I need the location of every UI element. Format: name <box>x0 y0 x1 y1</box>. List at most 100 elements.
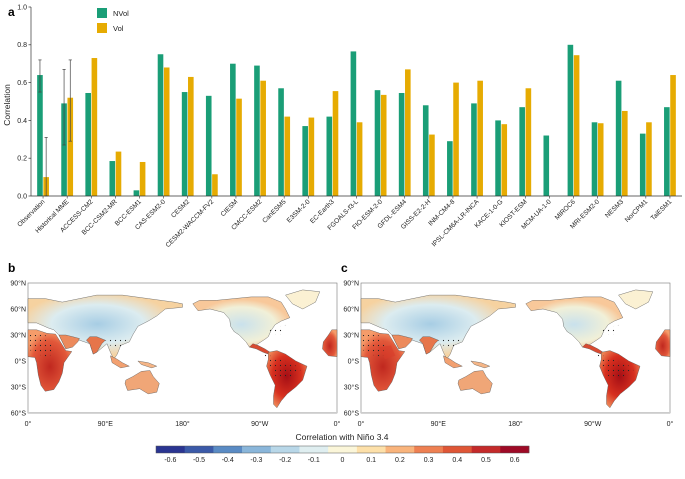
colorbar-swatch <box>414 446 444 453</box>
legend-swatch-vol <box>97 23 107 33</box>
colorbar-swatch <box>156 446 185 453</box>
lat-tick-label: 90°N <box>10 279 26 287</box>
lat-tick-label: 0°S <box>15 357 27 365</box>
land-north-america <box>192 296 291 348</box>
lon-tick-label: 0° <box>667 420 674 428</box>
colorbar-tick-label: 0.6 <box>510 457 520 464</box>
bar-nvol <box>374 90 381 196</box>
bars <box>37 44 676 197</box>
bar-nvol <box>37 75 43 196</box>
bar-vol <box>163 67 170 196</box>
lat-tick-label: 0°S <box>348 357 360 365</box>
bar-nvol <box>157 54 164 196</box>
bar-vol <box>622 110 628 196</box>
significance-stipple <box>438 336 464 348</box>
lon-tick-label: 0° <box>25 420 32 428</box>
colorbar-tick-label: 0 <box>341 457 345 464</box>
x-category-label: IPSL-CM6A-LR-INCA <box>431 198 481 248</box>
bar-nvol <box>85 92 91 196</box>
colorbar-swatch <box>356 446 386 453</box>
x-category-label: CIESM <box>220 198 240 218</box>
colorbar-swatch <box>328 446 358 453</box>
lon-tick-label: 90°E <box>98 420 114 428</box>
colorbar-swatch <box>213 446 243 453</box>
map-b-content <box>27 282 338 414</box>
colorbar-swatch <box>385 446 415 453</box>
bar-nvol <box>567 44 574 196</box>
bar-vol <box>525 88 532 196</box>
bar-nvol <box>230 63 236 197</box>
land-australia <box>457 370 493 395</box>
significance-stipple <box>601 324 619 335</box>
land-india <box>419 336 439 355</box>
colorbar-tick-label: -0.1 <box>308 457 320 464</box>
land-north-america <box>525 296 624 348</box>
colorbar-tick-label: 0.1 <box>366 457 376 464</box>
legend-label-nvol: NVol <box>113 9 129 18</box>
bar-nvol <box>639 133 646 196</box>
lat-tick-label: 60°S <box>344 409 360 417</box>
bar-vol <box>188 76 194 196</box>
land-west-africa <box>322 329 338 357</box>
bar-vol <box>405 69 411 196</box>
y-tick-label: 0.2 <box>17 156 27 163</box>
legend: NVol Vol <box>97 8 129 33</box>
bar-nvol <box>422 105 429 196</box>
bar-nvol <box>326 116 333 196</box>
y-axis-label: Correlation <box>2 84 12 126</box>
colorbar-swatch <box>471 446 501 453</box>
bar-nvol <box>205 95 212 196</box>
significance-stipple <box>361 335 387 358</box>
bar-vol <box>332 91 339 196</box>
colorbar-tick-label: 0.3 <box>424 457 434 464</box>
colorbar-swatch <box>299 446 329 453</box>
colorbar-swatch <box>184 446 214 453</box>
significance-stipple <box>597 354 634 381</box>
x-category-label: TaiESM1 <box>650 198 674 222</box>
bar-vol <box>91 58 98 196</box>
x-category-label: CanESM5 <box>261 198 287 224</box>
lon-tick-label: 180° <box>175 420 190 428</box>
x-category-label: CESM2 <box>170 198 191 219</box>
y-ticks: 0.0 0.2 0.4 0.6 0.8 1.0 <box>17 4 31 200</box>
lat-tick-label: 90°N <box>343 279 359 287</box>
land-arabia <box>58 334 80 350</box>
lon-tick-label: 90°E <box>431 420 447 428</box>
colorbar-tick-label: -0.3 <box>250 457 262 464</box>
bar-nvol <box>543 135 550 196</box>
bar-vol <box>284 116 291 196</box>
land-india <box>86 336 106 355</box>
bar-nvol <box>254 65 260 196</box>
bar-nvol <box>278 88 284 196</box>
bar-vol <box>212 174 218 196</box>
bar-vol <box>356 122 363 196</box>
lon-tick-label: 0° <box>358 420 365 428</box>
legend-label-vol: Vol <box>113 24 124 33</box>
significance-stipple <box>105 336 131 348</box>
lat-tick-label: 30°S <box>11 383 27 391</box>
colorbar-tick-label: 0.5 <box>481 457 491 464</box>
land-australia <box>124 370 160 395</box>
bar-nvol <box>664 107 670 196</box>
land-greenland <box>285 289 321 310</box>
y-tick-label: 0.4 <box>17 118 27 125</box>
lat-tick-label: 60°S <box>11 409 27 417</box>
bar-vol <box>67 97 74 196</box>
bar-vol <box>477 80 483 196</box>
lat-tick-label: 60°N <box>10 305 26 313</box>
bar-vol <box>236 98 242 196</box>
land-newguinea <box>137 360 158 369</box>
bar-nvol <box>133 190 140 196</box>
bar-vol <box>453 82 459 196</box>
bar-vol <box>597 123 604 196</box>
bar-nvol <box>519 107 525 196</box>
colorbar-swatch <box>242 446 272 453</box>
colorbar-outline <box>155 445 530 454</box>
lat-tick-label: 30°S <box>344 383 360 391</box>
bar-nvol <box>302 126 308 196</box>
bar-nvol <box>398 92 405 196</box>
bar-vol <box>139 161 146 196</box>
bar-nvol <box>181 92 188 196</box>
